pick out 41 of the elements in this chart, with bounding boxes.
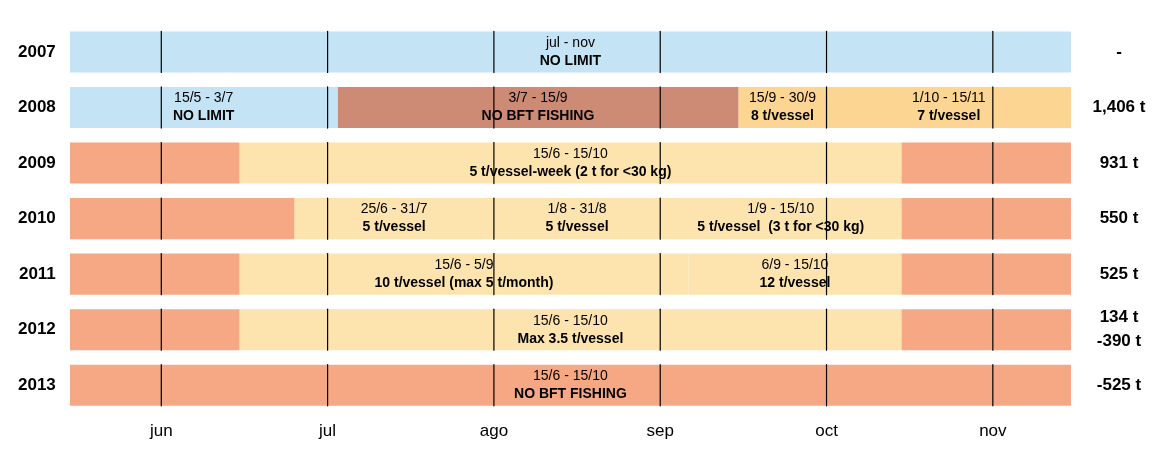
y-tick-label: 2008 — [17, 97, 56, 117]
bar — [239, 142, 902, 184]
data-label: 1/8 - 31/8 5 t/vessel — [545, 200, 609, 235]
y-tick-label: 2009 — [17, 152, 56, 172]
data-label: 25/6 - 31/7 5 t/vessel — [360, 200, 428, 235]
bar — [239, 309, 902, 351]
bar — [69, 142, 240, 184]
ref-line-label: ago — [479, 421, 509, 441]
text: 134 t -390 t — [1096, 307, 1142, 351]
data-label: 15/6 - 15/10 Max 3.5 t/vessel — [517, 311, 624, 346]
bar — [69, 253, 240, 295]
text: -525 t — [1096, 374, 1142, 394]
ref-line-label: sep — [646, 421, 674, 441]
ref-line-label: oct — [815, 421, 839, 441]
y-tick-label: 2013 — [17, 374, 56, 394]
data-label: 15/6 - 5/9 10 t/vessel (max 5 t/month) — [374, 256, 554, 290]
bar — [901, 198, 1071, 240]
data-label: 15/5 - 3/7 NO LIMIT — [172, 89, 235, 124]
y-tick-label: 2012 — [17, 319, 56, 339]
y-tick-label: 2010 — [17, 208, 56, 228]
bar — [69, 86, 338, 129]
text: 525 t — [1099, 263, 1139, 283]
text: - — [1116, 41, 1122, 61]
y-tick-label: 2007 — [17, 41, 56, 61]
data-label: 15/6 - 15/10 NO BFT FISHING — [514, 367, 627, 402]
bar — [69, 31, 1071, 73]
ref-line-label: jun — [148, 421, 173, 441]
ref-line-label: jul — [318, 421, 337, 441]
y-tick-label: 2011 — [18, 263, 56, 283]
bar — [69, 198, 295, 240]
bar — [294, 198, 494, 240]
text: 1,406 t — [1092, 97, 1146, 117]
bar — [69, 309, 240, 351]
bar — [69, 364, 1071, 406]
data-label: 15/9 - 30/9 8 t/vessel — [748, 89, 817, 124]
text: 550 t — [1099, 208, 1139, 228]
text: 931 t — [1099, 152, 1139, 172]
data-label: 1/10 - 15/11 7 t/vessel — [911, 89, 986, 124]
data-label: jul - nov NO LIMIT — [539, 33, 602, 68]
ref-line-label: nov — [979, 421, 1008, 441]
bar — [337, 86, 739, 129]
